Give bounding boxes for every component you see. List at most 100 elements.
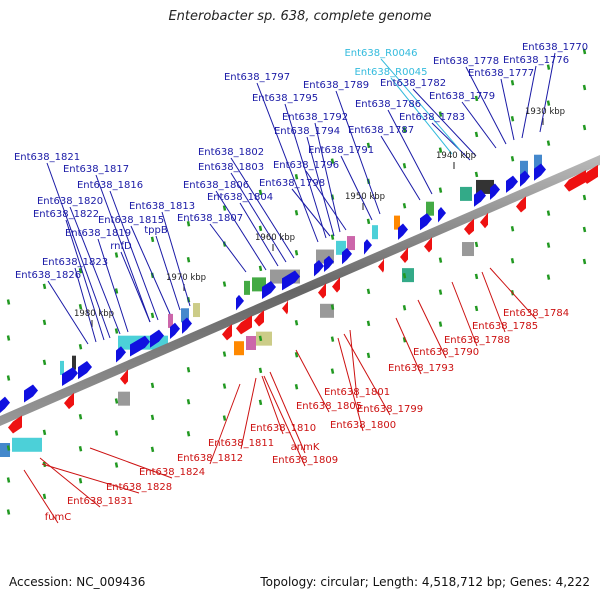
reverse-gene-label[interactable]: Ent638_1812: [177, 453, 243, 464]
reverse-gene-label[interactable]: Ent638_1809: [272, 455, 338, 466]
forward-gene-arrow[interactable]: [398, 223, 408, 240]
forward-gene-label[interactable]: Ent638_1770: [522, 42, 588, 53]
forward-feature-band[interactable]: [426, 201, 434, 216]
reverse-feature-band[interactable]: [256, 331, 272, 346]
forward-gene-arrow[interactable]: [420, 213, 432, 231]
forward-gene-label[interactable]: Ent638_1791: [308, 145, 374, 156]
forward-gene-arrow[interactable]: [474, 189, 486, 207]
forward-gene-label[interactable]: Ent638_1776: [503, 55, 569, 66]
reverse-gene-label[interactable]: Ent638_1824: [139, 467, 205, 478]
forward-gene-label[interactable]: Ent638_1782: [380, 78, 446, 89]
reverse-feature-band[interactable]: [118, 391, 130, 406]
forward-feature-band[interactable]: [460, 186, 472, 201]
reverse-gene-arrow[interactable]: [424, 237, 432, 253]
reverse-gene-label[interactable]: Ent638_1785: [472, 321, 538, 332]
forward-gene-arrow[interactable]: [438, 206, 446, 223]
forward-gene-label[interactable]: Ent638_1802: [198, 147, 264, 158]
forward-gene-arrow[interactable]: [130, 335, 150, 357]
forward-gene-label[interactable]: Ent638_1786: [355, 99, 421, 110]
forward-gene-label[interactable]: Ent638_1794: [274, 126, 340, 137]
forward-gene-label[interactable]: Ent638_1798: [259, 178, 325, 189]
forward-feature-band[interactable]: [244, 280, 250, 295]
forward-gene-label[interactable]: Ent638_1804: [207, 192, 273, 203]
reverse-gene-arrow[interactable]: [464, 218, 474, 236]
forward-gene-label[interactable]: Ent638_1806: [183, 180, 249, 191]
forward-gene-label[interactable]: tppB: [144, 225, 168, 236]
reverse-gene-label[interactable]: Ent638_1799: [357, 404, 423, 415]
forward-gene-label[interactable]: Ent638_1789: [303, 80, 369, 91]
forward-feature-band[interactable]: [336, 240, 346, 255]
reverse-feature-band[interactable]: [462, 242, 474, 257]
reverse-gene-label[interactable]: Ent638_1801: [324, 387, 390, 398]
forward-feature-band[interactable]: [520, 160, 528, 175]
forward-gene-label[interactable]: Ent638_1797: [224, 72, 290, 83]
forward-gene-arrow[interactable]: [490, 183, 500, 200]
reverse-gene-label[interactable]: Ent638_1828: [106, 482, 172, 493]
forward-gene-label[interactable]: Ent638_1821: [14, 152, 80, 163]
reverse-gene-arrow[interactable]: [120, 369, 128, 385]
reverse-gene-arrow[interactable]: [582, 164, 598, 184]
forward-gene-label[interactable]: Ent638_1803: [198, 162, 264, 173]
forward-gene-arrow[interactable]: [170, 322, 180, 340]
forward-gene-arrow[interactable]: [314, 260, 324, 277]
reverse-gene-label[interactable]: Ent638_1793: [388, 363, 454, 374]
forward-gene-label[interactable]: Ent638_1807: [177, 213, 243, 224]
reverse-gene-label[interactable]: Ent638_1790: [413, 347, 479, 358]
reverse-gene-arrow[interactable]: [400, 247, 408, 263]
forward-gene-arrow[interactable]: [520, 170, 530, 187]
forward-feature-band[interactable]: [193, 303, 200, 318]
forward-feature-band[interactable]: [168, 313, 173, 328]
reverse-gene-arrow[interactable]: [378, 257, 384, 273]
forward-gene-arrow[interactable]: [282, 270, 300, 291]
reverse-gene-arrow[interactable]: [332, 277, 340, 293]
forward-gene-label[interactable]: rnfD: [110, 241, 132, 252]
reverse-feature-band[interactable]: [0, 443, 10, 457]
forward-gene-arrow[interactable]: [116, 346, 126, 363]
reverse-gene-label[interactable]: Ent638_1831: [67, 496, 133, 507]
forward-gene-arrow[interactable]: [324, 255, 334, 273]
forward-feature-band[interactable]: [534, 154, 542, 169]
forward-gene-arrow[interactable]: [342, 247, 352, 265]
forward-gene-arrow[interactable]: [506, 175, 518, 193]
forward-gene-label[interactable]: Ent638_1787: [348, 125, 414, 136]
reverse-gene-label[interactable]: Ent638_1800: [330, 420, 396, 431]
forward-gene-label[interactable]: Ent638_1777: [468, 68, 534, 79]
reverse-gene-arrow[interactable]: [318, 283, 326, 299]
forward-gene-label[interactable]: Ent638_1796: [273, 160, 339, 171]
forward-feature-band[interactable]: [60, 360, 64, 375]
reverse-gene-label[interactable]: Ent638_1788: [444, 335, 510, 346]
forward-gene-label[interactable]: Ent638_1816: [77, 180, 143, 191]
forward-feature-band[interactable]: [181, 308, 189, 323]
reverse-gene-arrow[interactable]: [64, 392, 74, 410]
forward-gene-label[interactable]: Ent638_1792: [282, 112, 348, 123]
forward-gene-label[interactable]: Ent638_1820: [37, 196, 103, 207]
forward-gene-label[interactable]: Ent638_1815: [98, 215, 164, 226]
forward-gene-label[interactable]: Ent638_1819: [65, 228, 131, 239]
rna-gene-label[interactable]: Ent638_R0046: [344, 48, 417, 59]
reverse-gene-arrow[interactable]: [8, 415, 22, 434]
forward-feature-band[interactable]: [394, 215, 400, 230]
forward-gene-arrow[interactable]: [262, 280, 276, 300]
reverse-gene-arrow[interactable]: [516, 196, 526, 213]
forward-gene-arrow[interactable]: [24, 384, 38, 403]
reverse-feature-band[interactable]: [246, 335, 256, 350]
forward-feature-band[interactable]: [372, 225, 378, 240]
forward-gene-label[interactable]: Ent638_1826: [15, 270, 81, 281]
reverse-gene-label[interactable]: Ent638_1811: [208, 438, 274, 449]
reverse-gene-arrow[interactable]: [480, 212, 488, 229]
forward-gene-label[interactable]: Ent638_1813: [129, 201, 195, 212]
reverse-gene-label[interactable]: Ent638_1810: [250, 423, 316, 434]
reverse-gene-arrow[interactable]: [236, 315, 252, 335]
reverse-feature-band[interactable]: [320, 303, 334, 318]
reverse-gene-arrow[interactable]: [564, 170, 586, 192]
forward-gene-label[interactable]: Ent638_1795: [252, 93, 318, 104]
forward-feature-band[interactable]: [72, 355, 76, 370]
reverse-gene-label[interactable]: anmK: [291, 442, 320, 453]
forward-gene-label[interactable]: Ent638_1779: [429, 91, 495, 102]
forward-gene-label[interactable]: Ent638_1823: [42, 257, 108, 268]
reverse-gene-arrow[interactable]: [222, 324, 232, 341]
rna-gene-label[interactable]: Ent638_R0045: [354, 67, 427, 78]
reverse-gene-arrow[interactable]: [282, 299, 288, 315]
forward-gene-label[interactable]: Ent638_1783: [399, 112, 465, 123]
